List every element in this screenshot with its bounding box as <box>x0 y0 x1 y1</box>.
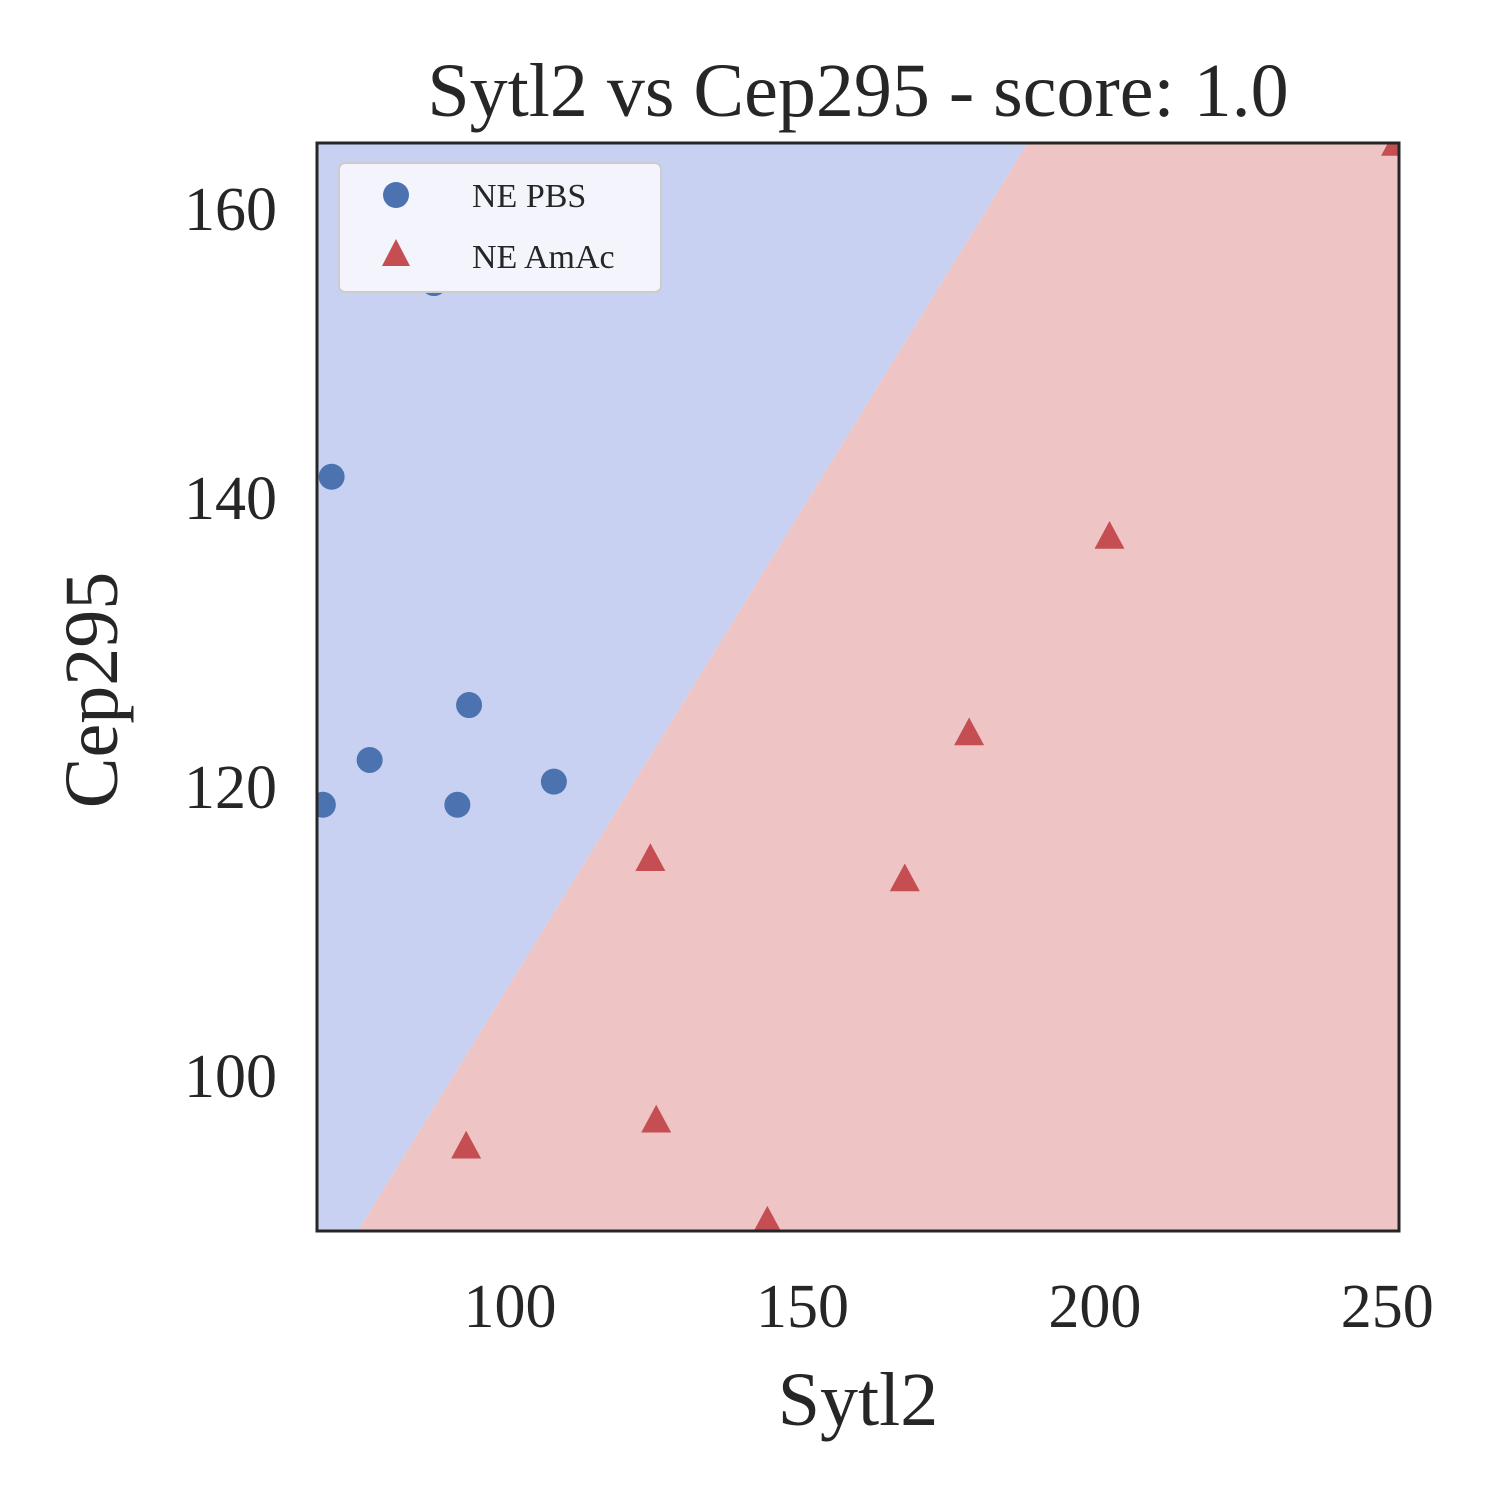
legend-box <box>338 162 662 293</box>
y-tick-label-0: 100 <box>184 1043 277 1111</box>
plot-area <box>317 143 1399 1231</box>
y-tick-label-2: 140 <box>184 465 277 533</box>
legend-label-ne-pbs: NE PBS <box>472 178 586 215</box>
x-axis-label: Sytl2 <box>778 1358 939 1442</box>
legend-marker-ne-amac <box>382 239 410 266</box>
chart-title: Sytl2 vs Cep295 - score: 1.0 <box>427 49 1288 133</box>
point-ne-amac-3 <box>889 863 920 892</box>
point-ne-amac-0 <box>1381 143 1399 156</box>
x-tick-label-1: 150 <box>756 1273 849 1341</box>
y-axis-ticks: 100 120 140 160 <box>184 176 277 1111</box>
point-ne-pbs-7 <box>317 791 336 818</box>
x-tick-label-0: 100 <box>464 1273 557 1341</box>
y-tick-label-3: 160 <box>184 176 277 244</box>
x-tick-label-3: 250 <box>1341 1273 1434 1341</box>
point-ne-pbs-6 <box>444 791 471 818</box>
point-ne-amac-1 <box>1094 521 1125 549</box>
legend: NE PBS NE AmAc <box>338 162 662 293</box>
point-ne-amac-5 <box>641 1104 672 1133</box>
decision-region-ne-amac <box>357 143 1399 1231</box>
point-ne-pbs-4 <box>356 746 383 773</box>
point-ne-amac-4 <box>635 843 666 871</box>
legend-label-ne-amac: NE AmAc <box>472 239 615 276</box>
y-axis-label: Cep295 <box>50 572 134 808</box>
point-ne-amac-2 <box>954 717 985 746</box>
x-axis-ticks: 100 150 200 250 <box>464 1273 1434 1341</box>
point-ne-pbs-3 <box>456 692 483 719</box>
decision-region-ne-pbs <box>317 143 1028 1231</box>
x-tick-label-2: 200 <box>1048 1273 1141 1341</box>
point-ne-amac-6 <box>451 1130 482 1159</box>
point-ne-pbs-5 <box>540 768 567 795</box>
plot-frame <box>315 141 1401 1233</box>
y-tick-label-1: 120 <box>184 754 277 822</box>
point-ne-pbs-2 <box>318 463 345 490</box>
point-ne-amac-7 <box>753 1205 781 1231</box>
legend-marker-ne-pbs <box>383 182 409 208</box>
